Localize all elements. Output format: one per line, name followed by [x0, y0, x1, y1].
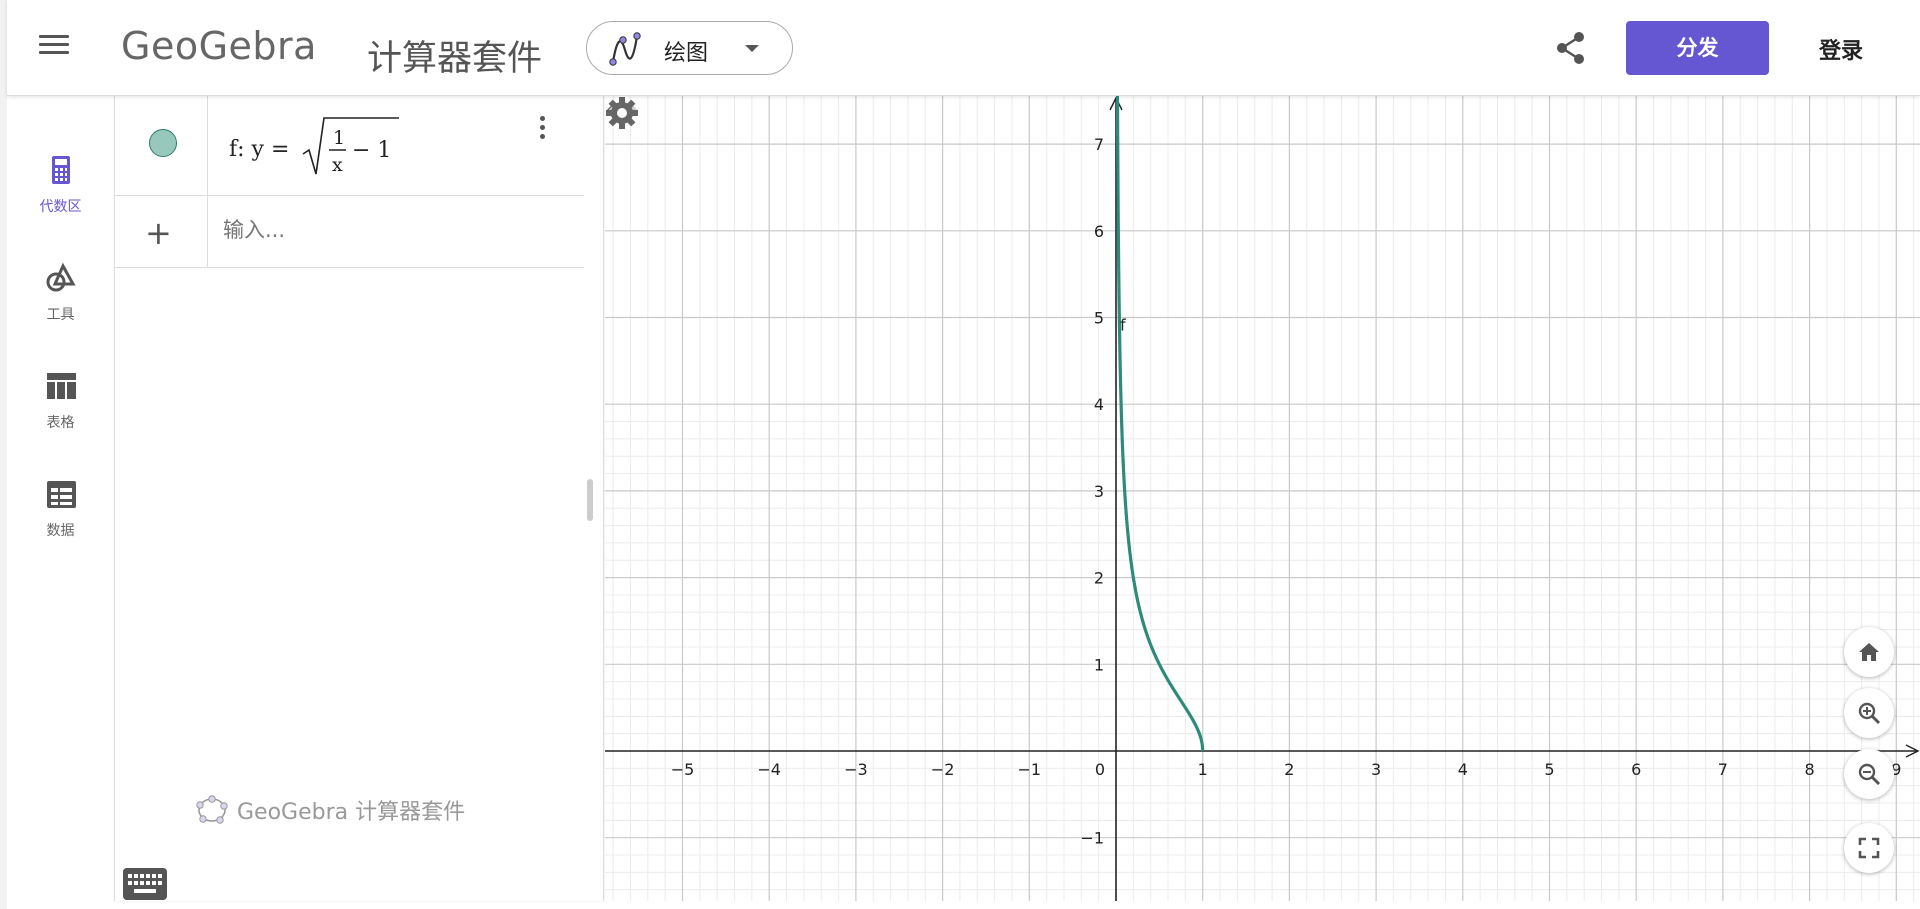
- marble-column: [115, 96, 208, 195]
- x-tick-label: 3: [1371, 760, 1381, 779]
- coordinate-grid[interactable]: −5 −4 −3 −2 −1 1 2 3 4 5 6 7 8 9 0 7 6 5 4 3 2 1 −1 f: [605, 96, 1920, 901]
- fullscreen-button[interactable]: [1844, 823, 1894, 873]
- y-tick-label: 3: [1094, 482, 1104, 501]
- x-tick-label: 9: [1891, 760, 1901, 779]
- y-tick-label: 2: [1094, 569, 1104, 588]
- algebra-footer: GeoGebra 计算器套件: [195, 794, 465, 826]
- formula-tail: − 1: [352, 138, 391, 163]
- top-bar: GeoGebra 计算器套件 绘图 分发 登录: [7, 0, 1920, 96]
- spreadsheet-icon: [47, 481, 76, 508]
- x-tick-label: 7: [1718, 760, 1728, 779]
- rail-item-data[interactable]: 数据: [7, 476, 114, 556]
- rail-item-table[interactable]: 表格: [7, 368, 114, 448]
- x-tick-label: −1: [1018, 760, 1042, 779]
- x-tick-label: 2: [1284, 760, 1294, 779]
- x-tick-label: −3: [844, 760, 868, 779]
- suite-title: 计算器套件: [367, 39, 543, 79]
- home-icon: [1859, 643, 1879, 661]
- y-tick-label: −1: [1080, 829, 1104, 848]
- rail-item-tools[interactable]: 工具: [7, 260, 114, 340]
- x-tick-label: −4: [757, 760, 781, 779]
- panel-resize-handle[interactable]: [587, 479, 593, 521]
- zoom-in-icon: [1858, 702, 1881, 725]
- footer-label: GeoGebra 计算器套件: [237, 800, 466, 825]
- origin-label: 0: [1095, 760, 1105, 779]
- zoom-in-button[interactable]: [1844, 688, 1894, 738]
- side-rail: 代数区 工具 表格 数据: [7, 96, 114, 909]
- app-picker-label: 绘图: [664, 41, 709, 66]
- graphics-view[interactable]: −5 −4 −3 −2 −1 1 2 3 4 5 6 7 8 9 0 7 6 5 4 3 2 1 −1 f: [605, 96, 1920, 901]
- settings-gear-icon[interactable]: [605, 96, 639, 130]
- x-axis-arrow: [1905, 744, 1920, 758]
- logo-text: GeoGebra: [121, 24, 317, 68]
- function-curve-f: [1115, 101, 1205, 752]
- calculator-icon: [52, 156, 70, 184]
- more-options-icon[interactable]: [540, 116, 546, 143]
- geogebra-logo: GeoGebra: [121, 24, 317, 68]
- rail-label-table: 表格: [46, 415, 75, 431]
- login-button[interactable]: 登录: [1819, 39, 1864, 64]
- table-icon: [47, 373, 76, 399]
- x-tick-label: −2: [931, 760, 955, 779]
- shapes-icon: [46, 262, 76, 292]
- x-tick-label: −5: [671, 760, 695, 779]
- rail-label-data: 数据: [46, 523, 75, 539]
- publish-button[interactable]: 分发: [1626, 21, 1769, 75]
- y-tick-label: 6: [1094, 222, 1104, 241]
- add-column: +: [115, 196, 208, 267]
- x-tick-label: 5: [1544, 760, 1554, 779]
- y-tick-label: 4: [1094, 395, 1104, 414]
- home-button[interactable]: [1844, 627, 1894, 677]
- plus-icon[interactable]: +: [145, 214, 172, 252]
- rail-item-algebra[interactable]: 代数区: [7, 152, 114, 232]
- visibility-toggle[interactable]: [149, 129, 177, 157]
- graphing-icon: [609, 32, 641, 66]
- algebra-panel: f: y = 1 x − 1 + 输入... GeoGebra 计算器套件: [114, 96, 604, 901]
- zoom-out-button[interactable]: [1844, 749, 1894, 799]
- algebra-input-row[interactable]: + 输入...: [115, 196, 584, 268]
- y-tick-label: 7: [1094, 135, 1104, 154]
- geogebra-ring-icon: [196, 795, 228, 824]
- rail-label-algebra: 代数区: [39, 199, 82, 215]
- menu-icon[interactable]: [39, 30, 73, 64]
- y-tick-label: 5: [1094, 309, 1104, 328]
- x-tick-label: 4: [1458, 760, 1468, 779]
- x-tick-label: 8: [1805, 760, 1815, 779]
- app-window: GeoGebra 计算器套件 绘图 分发 登录: [7, 0, 1920, 909]
- x-tick-label: 1: [1198, 760, 1208, 779]
- chevron-down-icon: [745, 45, 759, 52]
- rail-label-tools: 工具: [46, 307, 75, 323]
- formula-numerator: 1: [333, 127, 345, 149]
- x-tick-label: 6: [1631, 760, 1641, 779]
- share-icon[interactable]: [1553, 30, 1589, 66]
- formula-prefix: f: y =: [229, 137, 289, 162]
- zoom-out-icon: [1858, 763, 1881, 786]
- function-label-f: f: [1120, 316, 1126, 335]
- formula-denominator: x: [332, 154, 343, 176]
- fullscreen-icon: [1858, 837, 1880, 859]
- algebra-item-f[interactable]: f: y = 1 x − 1: [115, 96, 584, 196]
- keyboard-icon[interactable]: [123, 868, 167, 900]
- algebra-input[interactable]: 输入...: [223, 218, 286, 242]
- y-tick-label: 1: [1094, 655, 1104, 674]
- formula-render: f: y = 1 x − 1: [229, 117, 399, 176]
- app-picker-dropdown[interactable]: 绘图: [586, 21, 793, 75]
